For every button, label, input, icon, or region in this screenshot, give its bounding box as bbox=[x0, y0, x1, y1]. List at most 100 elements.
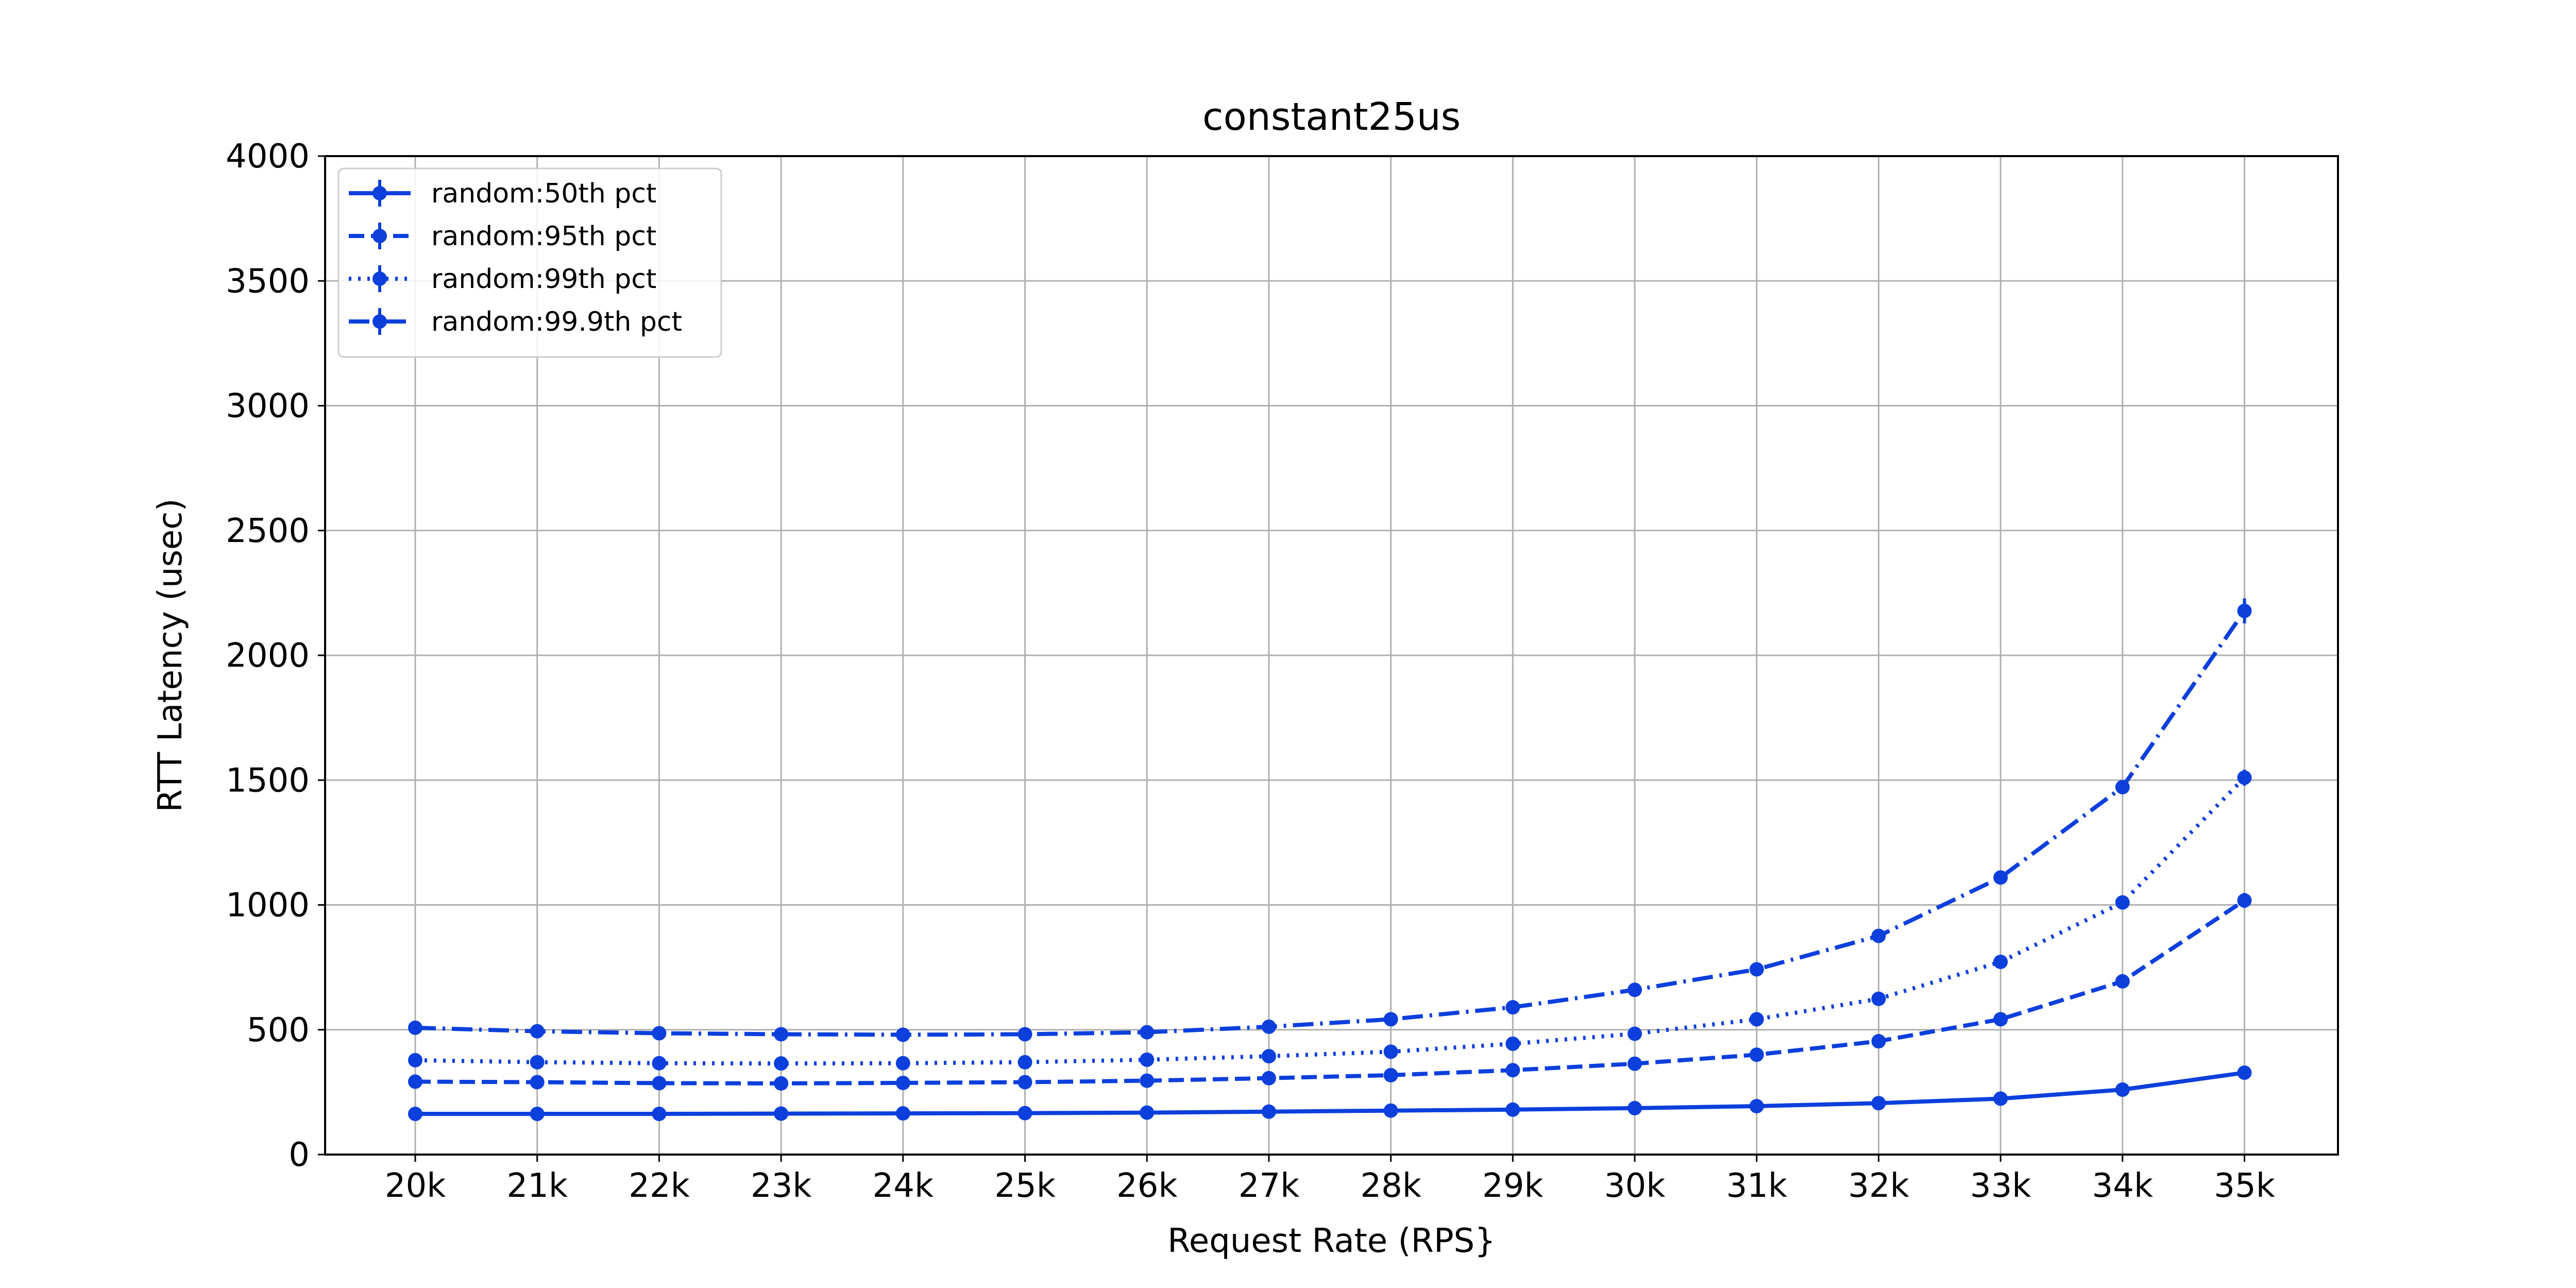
data-point bbox=[1871, 928, 1886, 943]
data-point bbox=[1261, 1049, 1276, 1064]
legend-label: random:95th pct bbox=[431, 221, 656, 252]
data-point bbox=[1505, 1102, 1520, 1117]
series-line bbox=[415, 1071, 2245, 1116]
data-point bbox=[1018, 1027, 1032, 1042]
data-point bbox=[2237, 893, 2252, 908]
data-point bbox=[1383, 1044, 1398, 1059]
data-point bbox=[774, 1076, 789, 1091]
data-point bbox=[408, 1074, 422, 1089]
legend-marker bbox=[372, 314, 387, 329]
data-point bbox=[408, 1020, 422, 1035]
data-point bbox=[1140, 1105, 1155, 1120]
x-tick-label: 34k bbox=[2092, 1167, 2154, 1205]
y-tick-label: 4000 bbox=[226, 138, 310, 176]
data-point bbox=[530, 1024, 545, 1039]
y-tick-label: 3500 bbox=[226, 262, 310, 300]
legend-label: random:50th pct bbox=[431, 178, 656, 209]
y-tick-label: 2000 bbox=[226, 637, 310, 675]
data-point bbox=[895, 1075, 910, 1090]
data-point bbox=[2237, 1065, 2252, 1080]
data-point bbox=[1261, 1104, 1276, 1119]
data-point bbox=[408, 1053, 422, 1067]
data-point bbox=[1140, 1073, 1155, 1088]
tick-layer: 20k 21k 22k 23k 24k 25k 26k 27k 28k 29k 30k 31k 32k 3… bbox=[226, 138, 2275, 1205]
data-point bbox=[895, 1106, 910, 1121]
data-point bbox=[1383, 1012, 1398, 1027]
data-point bbox=[652, 1056, 667, 1071]
data-point bbox=[1505, 1063, 1520, 1078]
y-tick-label: 0 bbox=[289, 1136, 310, 1174]
series-layer bbox=[408, 598, 2252, 1122]
x-tick-label: 27k bbox=[1239, 1167, 1300, 1205]
data-point bbox=[1383, 1067, 1398, 1082]
data-point bbox=[530, 1107, 545, 1122]
series-line bbox=[415, 899, 2246, 1086]
data-point bbox=[1261, 1071, 1276, 1086]
data-point bbox=[2237, 603, 2252, 618]
data-point bbox=[1018, 1106, 1032, 1121]
data-point bbox=[1505, 1000, 1520, 1015]
data-point bbox=[1749, 962, 1764, 977]
x-tick-label: 29k bbox=[1482, 1167, 1544, 1205]
x-axis-label: Request Rate (RPS} bbox=[1167, 1222, 1496, 1260]
y-axis-label: RTT Latency (usec) bbox=[151, 499, 190, 812]
data-point bbox=[1383, 1103, 1398, 1118]
data-point bbox=[1628, 1056, 1642, 1071]
legend-box bbox=[337, 167, 722, 358]
y-tick-label: 3000 bbox=[226, 387, 310, 426]
data-point bbox=[1140, 1052, 1155, 1067]
x-tick-label: 31k bbox=[1726, 1167, 1787, 1205]
data-point bbox=[1871, 1034, 1886, 1049]
legend-marker bbox=[372, 229, 387, 243]
data-point bbox=[895, 1056, 910, 1071]
chart-title: constant25us bbox=[1202, 95, 1461, 139]
y-tick-label: 500 bbox=[247, 1011, 310, 1049]
data-point bbox=[1628, 982, 1642, 997]
series-3 bbox=[408, 769, 2252, 1071]
legend-entry: random:95th pct bbox=[349, 221, 656, 252]
data-point bbox=[774, 1106, 789, 1121]
data-point bbox=[2115, 895, 2130, 910]
data-point bbox=[1993, 954, 2008, 969]
legend-entry: random:99th pct bbox=[349, 264, 656, 295]
data-point bbox=[2237, 770, 2252, 785]
y-tick-label: 2500 bbox=[226, 512, 310, 550]
x-tick-label: 35k bbox=[2214, 1167, 2275, 1205]
data-point bbox=[1505, 1036, 1520, 1051]
legend: random:50th pct random:95th pct random:99t… bbox=[337, 167, 722, 358]
x-tick-label: 23k bbox=[751, 1167, 812, 1205]
x-tick-label: 26k bbox=[1116, 1167, 1178, 1205]
series-2 bbox=[408, 893, 2252, 1091]
series-1 bbox=[408, 1065, 2252, 1122]
x-tick-label: 25k bbox=[994, 1167, 1056, 1205]
x-tick-label: 30k bbox=[1604, 1167, 1666, 1205]
data-point bbox=[1628, 1100, 1642, 1115]
data-point bbox=[530, 1075, 545, 1090]
data-point bbox=[652, 1107, 667, 1122]
x-tick-label: 32k bbox=[1848, 1167, 1909, 1205]
x-tick-label: 20k bbox=[385, 1167, 446, 1205]
data-point bbox=[1261, 1019, 1276, 1034]
data-point bbox=[1749, 1012, 1764, 1027]
data-point bbox=[1018, 1075, 1032, 1090]
data-point bbox=[1140, 1025, 1155, 1040]
data-point bbox=[774, 1027, 789, 1042]
legend-label: random:99th pct bbox=[431, 264, 656, 295]
data-point bbox=[1993, 1012, 2008, 1027]
legend-entry: random:99.9th pct bbox=[349, 307, 682, 337]
data-point bbox=[2115, 779, 2130, 794]
data-point bbox=[1749, 1099, 1764, 1114]
x-tick-label: 24k bbox=[873, 1167, 934, 1205]
series-line bbox=[415, 609, 2246, 1037]
legend-label: random:99.9th pct bbox=[431, 307, 682, 337]
data-point bbox=[408, 1107, 422, 1122]
data-point bbox=[1993, 870, 2008, 885]
data-point bbox=[2115, 1082, 2130, 1097]
y-tick-label: 1000 bbox=[226, 887, 310, 925]
data-point bbox=[1018, 1055, 1032, 1070]
legend-marker bbox=[372, 186, 387, 200]
x-tick-label: 33k bbox=[1970, 1167, 2031, 1205]
series-line bbox=[415, 776, 2246, 1066]
data-point bbox=[1749, 1047, 1764, 1062]
